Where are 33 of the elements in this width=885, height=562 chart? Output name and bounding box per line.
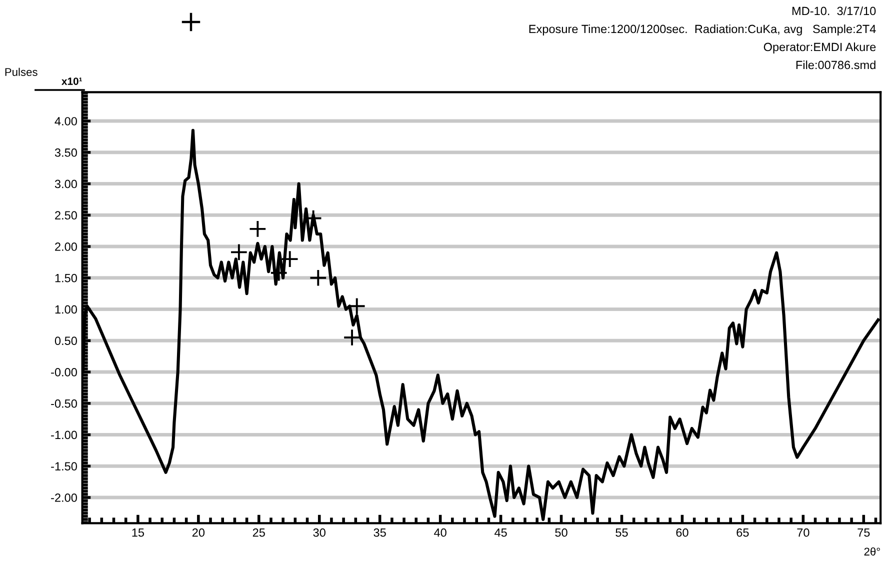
x-tick-label: 70: [797, 528, 810, 537]
y-tick-label: 3.00: [54, 180, 77, 188]
text: File:00786.smd: [796, 60, 876, 70]
y-tick-label: 2.50: [55, 211, 77, 220]
x-tick-label: 75: [858, 528, 870, 537]
x-tick-label: 40: [434, 528, 446, 537]
y-tick-label: 2.00: [55, 242, 77, 251]
y-tick-label: -0.50: [51, 399, 77, 408]
y-tick-label: 3.50: [54, 148, 77, 157]
text: x10¹: [62, 78, 82, 85]
x-tick-label: 15: [132, 528, 144, 537]
y-tick-label: -1.50: [51, 462, 77, 471]
y-tick-label: 1.50: [55, 274, 77, 282]
y-tick-label: 0.50: [54, 336, 77, 346]
x-tick-label: 55: [616, 528, 628, 537]
y-tick-label: -2.00: [51, 494, 77, 502]
y-tick-label: 1.00: [55, 305, 77, 314]
x-tick-label: 60: [676, 528, 688, 537]
x-tick-label: 45: [494, 528, 507, 537]
text: Operator:EMDI Akure: [764, 42, 876, 54]
y-tick-label: -0.00: [51, 368, 77, 376]
x-tick-label: 35: [374, 528, 386, 537]
x-axis-title: 2θ°: [864, 547, 880, 556]
x-tick-label: 20: [192, 528, 205, 537]
x-tick-label: 30: [313, 528, 326, 537]
y-tick-label: 4.00: [54, 117, 77, 126]
y-axis-title: Pulses: [5, 68, 38, 76]
text: Exposure Time:1200/1200sec. Radiation:CuKa, avg Sample:2T4: [529, 24, 876, 36]
x-tick-label: 50: [555, 528, 568, 537]
x-tick-label: 65: [736, 528, 749, 537]
y-tick-label: -1.00: [51, 430, 77, 440]
x-tick-label: 25: [252, 528, 265, 537]
text: MD-10. 3/17/10: [792, 6, 876, 16]
